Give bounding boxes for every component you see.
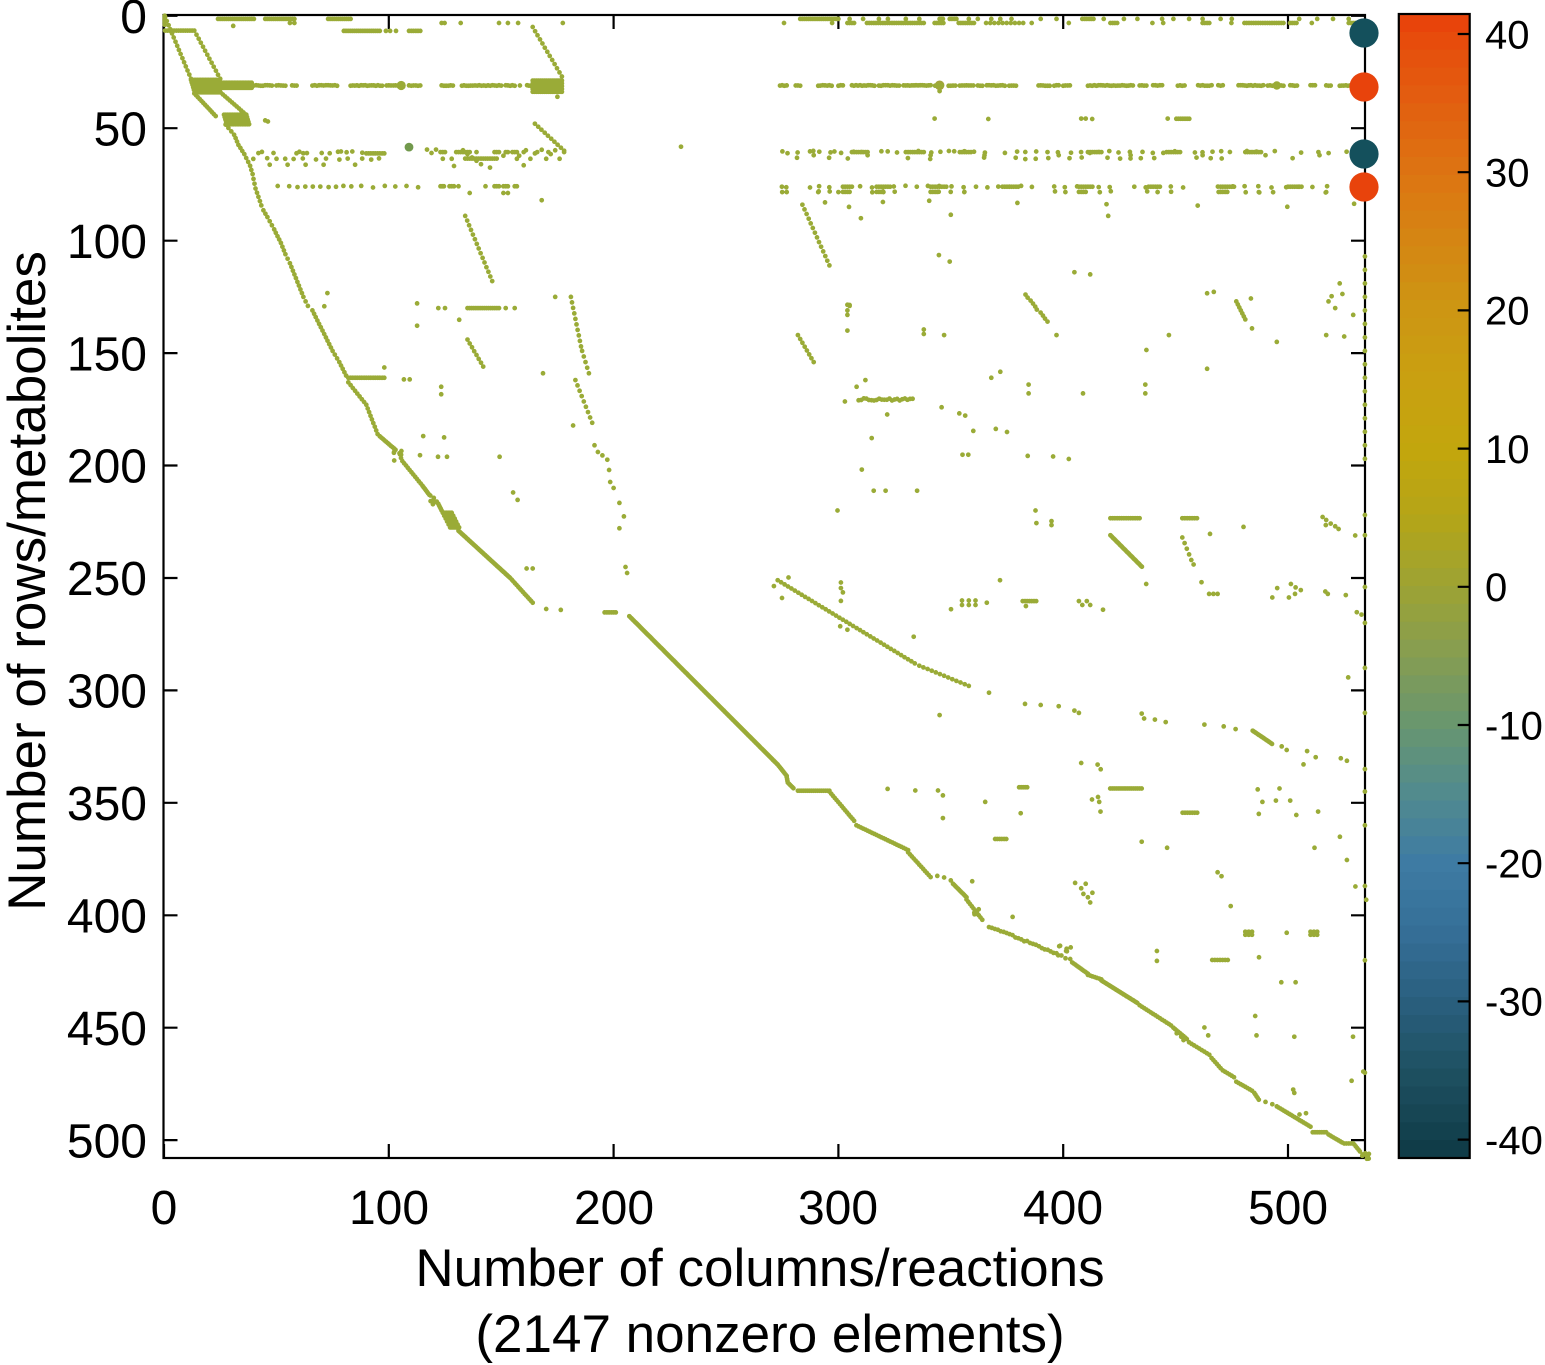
svg-text:150: 150 xyxy=(67,328,147,381)
svg-text:50: 50 xyxy=(94,103,147,156)
svg-text:350: 350 xyxy=(67,778,147,831)
svg-text:(2147 nonzero elements): (2147 nonzero elements) xyxy=(475,1305,1064,1364)
svg-text:500: 500 xyxy=(67,1115,147,1168)
svg-text:400: 400 xyxy=(1023,1182,1103,1235)
svg-text:500: 500 xyxy=(1248,1182,1328,1235)
svg-text:300: 300 xyxy=(67,666,147,719)
svg-text:0: 0 xyxy=(151,1182,178,1235)
svg-text:400: 400 xyxy=(67,891,147,944)
svg-text:0: 0 xyxy=(120,0,147,44)
svg-text:300: 300 xyxy=(798,1182,878,1235)
svg-text:100: 100 xyxy=(67,216,147,269)
svg-text:450: 450 xyxy=(67,1003,147,1056)
svg-text:20: 20 xyxy=(1485,290,1530,334)
svg-text:250: 250 xyxy=(67,553,147,606)
svg-text:100: 100 xyxy=(349,1182,429,1235)
svg-text:Number of rows/metabolites: Number of rows/metabolites xyxy=(0,251,57,911)
svg-text:30: 30 xyxy=(1485,152,1530,196)
svg-text:Number of columns/reactions: Number of columns/reactions xyxy=(415,1239,1104,1298)
svg-text:200: 200 xyxy=(574,1182,654,1235)
svg-text:-10: -10 xyxy=(1485,704,1543,748)
svg-text:-30: -30 xyxy=(1485,981,1543,1025)
svg-text:0: 0 xyxy=(1485,566,1507,610)
svg-text:-20: -20 xyxy=(1485,843,1543,887)
svg-text:10: 10 xyxy=(1485,428,1530,472)
svg-text:-40: -40 xyxy=(1485,1119,1543,1163)
svg-text:200: 200 xyxy=(67,441,147,494)
svg-text:40: 40 xyxy=(1485,13,1530,57)
